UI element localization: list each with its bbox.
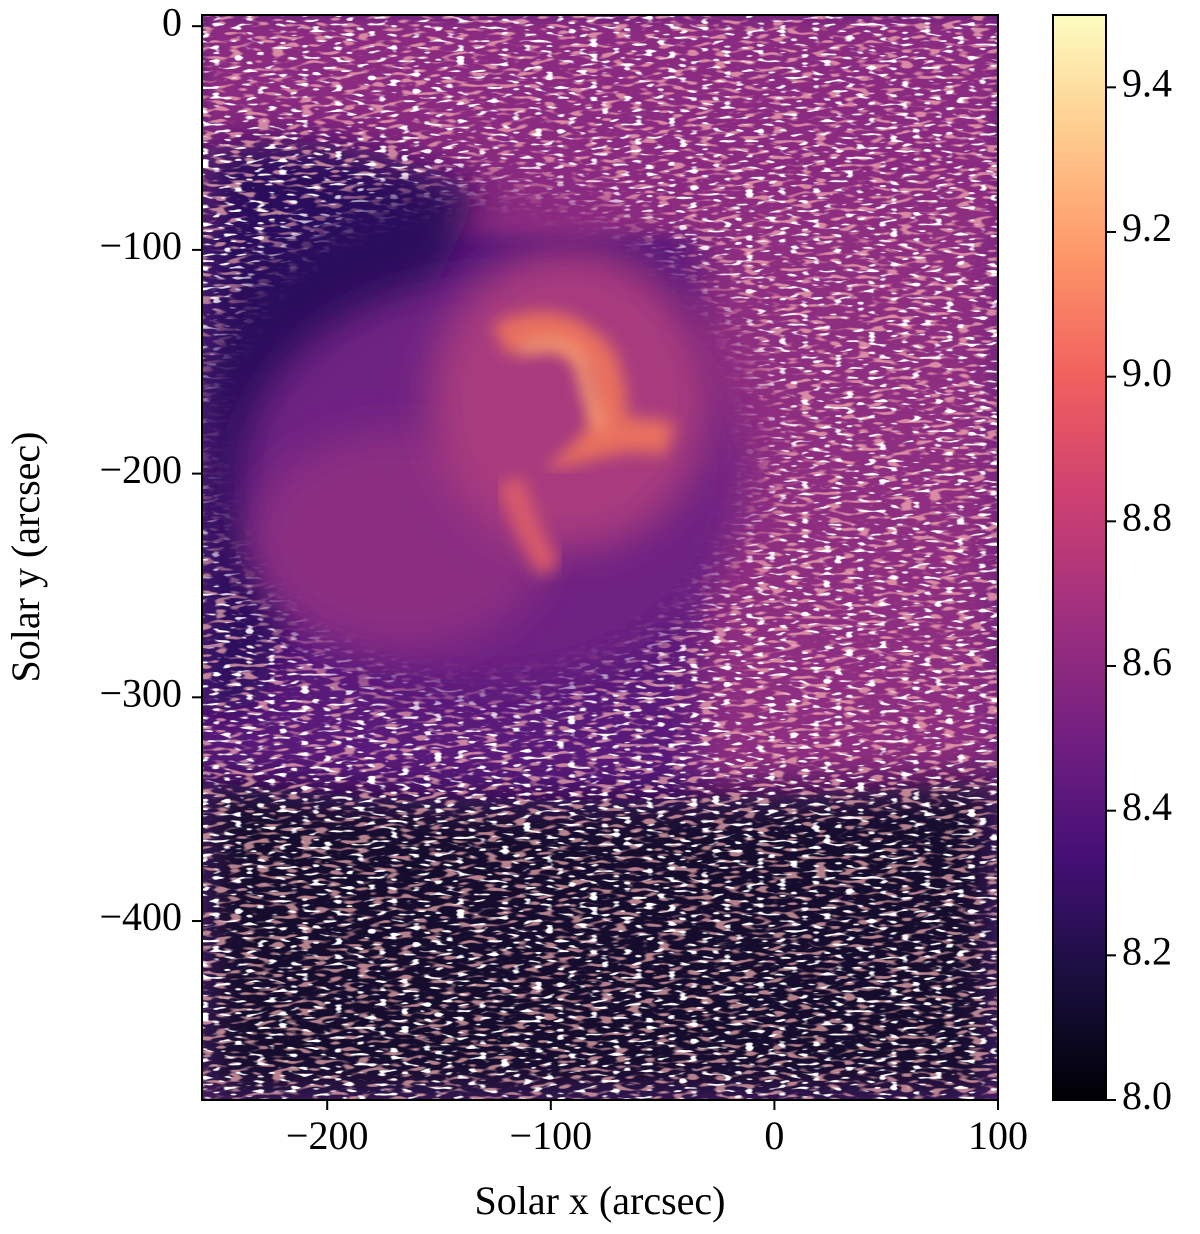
colorbar-tick-label: 9.4 bbox=[1122, 61, 1172, 106]
x-tick-label: 100 bbox=[968, 1113, 1028, 1158]
colorbar-tick-label: 8.0 bbox=[1122, 1073, 1172, 1118]
x-tick-label: −100 bbox=[510, 1113, 593, 1158]
y-tick-label: −100 bbox=[99, 223, 182, 268]
colorbar-tick-label: 8.6 bbox=[1122, 639, 1172, 684]
colorbar-tick-label: 8.4 bbox=[1122, 784, 1172, 829]
colorbar-tick-label: 8.2 bbox=[1122, 929, 1172, 974]
y-tick-label: −200 bbox=[99, 447, 182, 492]
x-tick-label: 0 bbox=[764, 1113, 784, 1158]
colorbar-tick-label: 9.0 bbox=[1122, 350, 1172, 395]
y-tick-label: −400 bbox=[99, 894, 182, 939]
x-tick-label: −200 bbox=[286, 1113, 369, 1158]
x-axis-label: Solar x (arcsec) bbox=[475, 1178, 726, 1223]
heatmap-image bbox=[202, 15, 998, 1100]
colorbar bbox=[1052, 14, 1107, 1101]
y-tick-label: −300 bbox=[99, 670, 182, 715]
colorbar-tick-label: 8.8 bbox=[1122, 495, 1172, 540]
colorbar-tick-label: 9.2 bbox=[1122, 205, 1172, 250]
plot-frame bbox=[201, 14, 999, 1101]
y-tick-label: 0 bbox=[162, 0, 182, 44]
y-axis-label: Solar y (arcsec) bbox=[3, 432, 48, 683]
